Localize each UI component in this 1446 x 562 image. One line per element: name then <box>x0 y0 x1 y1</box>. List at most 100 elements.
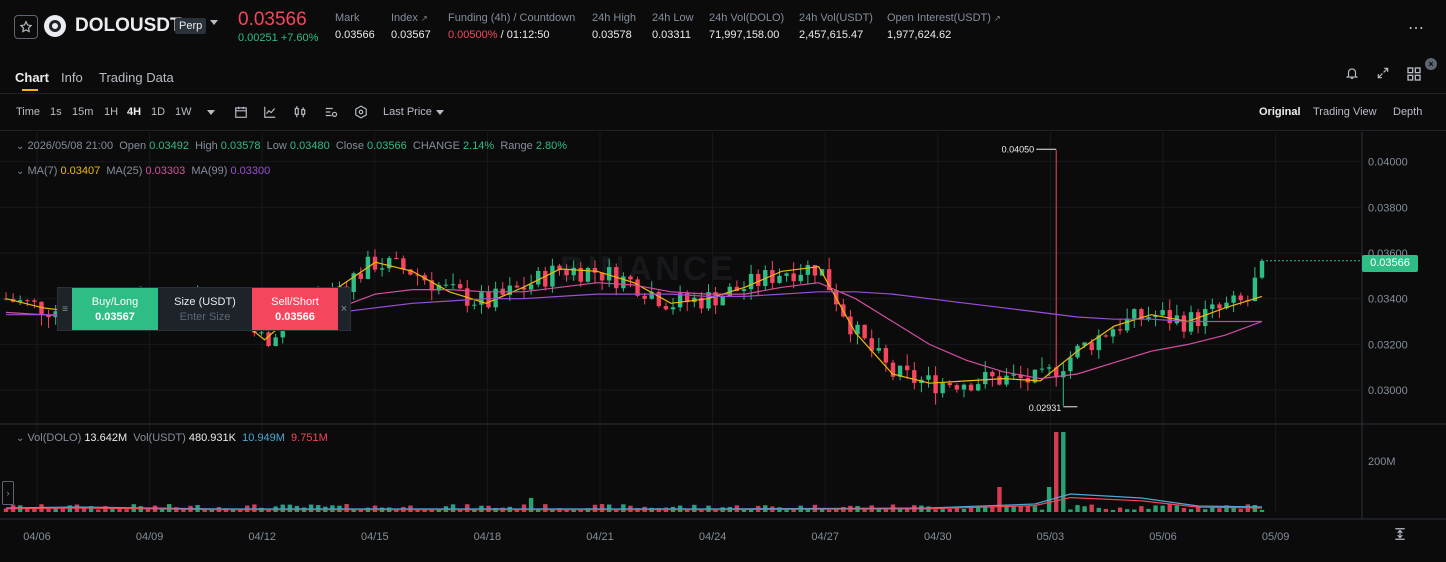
interval-15m[interactable]: 15m <box>72 106 94 118</box>
interval-dropdown-chevron-icon[interactable] <box>207 110 215 115</box>
candle-body <box>550 265 555 287</box>
close-icon[interactable]: × <box>340 303 348 315</box>
volume-bar <box>784 508 789 512</box>
ohlc-open: 0.03492 <box>149 140 189 152</box>
volume-legend: ⌄ Vol(DOLO) 13.642M Vol(USDT) 480.931K 1… <box>16 432 328 444</box>
mark-label: Mark <box>335 12 360 24</box>
auto-scale-icon[interactable] <box>1393 527 1407 546</box>
close-icon[interactable]: × <box>1425 58 1437 70</box>
interval-1w[interactable]: 1W <box>175 106 192 118</box>
candle-body <box>855 324 860 335</box>
fullscreen-icon[interactable] <box>1376 66 1390 85</box>
candle-body <box>926 375 931 380</box>
size-input[interactable]: Enter Size <box>179 310 231 323</box>
volume-bar <box>1004 505 1009 512</box>
volume-layer <box>3 432 1265 512</box>
volume-bar <box>1096 507 1101 512</box>
buy-long-label: Buy/Long <box>91 295 139 308</box>
layout-grid-icon[interactable] <box>1406 66 1422 87</box>
candle-body <box>599 272 605 281</box>
drag-handle-icon[interactable]: ≡ <box>62 303 68 315</box>
volume-bar <box>904 508 910 512</box>
candle-body <box>514 285 520 288</box>
funding-value: 0.00500% / 01:12:50 <box>448 29 550 41</box>
collapse-chevron-icon[interactable]: ⌄ <box>16 141 25 152</box>
tab-info[interactable]: Info <box>61 70 83 85</box>
more-menu-icon[interactable]: ⋯ <box>1408 20 1425 37</box>
candle-body <box>656 291 662 307</box>
tab-chart-underline <box>22 89 38 91</box>
vol-dolo-24h-label: 24h Vol(DOLO) <box>709 12 785 24</box>
candle-body <box>273 337 278 347</box>
ohlc-close: 0.03566 <box>367 140 407 152</box>
candle-body <box>578 267 583 282</box>
candlestick-chart[interactable]: BINANCE 0.040000.038000.036000.034000.03… <box>0 131 1446 562</box>
view-trading-view[interactable]: Trading View <box>1313 106 1377 118</box>
interval-1d[interactable]: 1D <box>151 106 166 118</box>
tab-chart[interactable]: Chart <box>15 70 49 85</box>
candle-body <box>507 285 513 295</box>
alert-bell-icon[interactable] <box>1345 66 1359 85</box>
star-icon <box>19 20 33 33</box>
scroll-left-handle[interactable]: › <box>2 481 14 505</box>
volume-axis-label: 200M <box>1368 456 1396 468</box>
high-24h-label: 24h High <box>592 12 637 24</box>
volume-bar <box>96 509 101 512</box>
candle-body <box>904 365 910 371</box>
drawing-tools-icon[interactable] <box>324 105 338 124</box>
chart-type-icon[interactable] <box>234 105 248 124</box>
size-input-group[interactable]: Size (USDT) Enter Size <box>158 288 252 330</box>
volume-bar <box>1181 507 1187 512</box>
index-label[interactable]: Index ↗ <box>391 12 428 24</box>
volume-bar <box>422 509 427 512</box>
volume-bar <box>103 506 108 512</box>
collapse-chevron-icon[interactable]: ⌄ <box>16 433 25 444</box>
candle-body <box>429 280 434 291</box>
tab-trading-data[interactable]: Trading Data <box>99 70 174 85</box>
candle-body <box>1039 368 1045 370</box>
candle-body <box>1195 312 1201 327</box>
candle-body <box>436 285 442 291</box>
x-tick-label: 04/18 <box>474 531 502 543</box>
candle-body <box>1011 374 1016 376</box>
interval-1s[interactable]: 1s <box>50 106 62 118</box>
price-type-selector[interactable]: Last Price <box>383 106 444 118</box>
candle-body <box>1096 335 1101 351</box>
candle-body <box>940 383 945 394</box>
candle-body <box>1167 310 1172 324</box>
indicator-icon[interactable] <box>263 105 277 124</box>
sell-short-button[interactable]: Sell/Short 0.03566 <box>252 288 338 330</box>
collapse-chevron-icon[interactable]: ⌄ <box>16 166 25 177</box>
interval-4h[interactable]: 4H <box>127 106 142 118</box>
candle-style-icon[interactable] <box>293 105 307 124</box>
ohlc-low: 0.03480 <box>289 140 330 152</box>
price-axis: 0.040000.038000.036000.034000.032000.030… <box>1368 157 1408 468</box>
volume-bar <box>1061 432 1066 512</box>
interval-1h[interactable]: 1H <box>104 106 119 118</box>
ohlc-high: 0.03578 <box>220 140 261 152</box>
candle-body <box>379 268 385 270</box>
volume-bar <box>940 509 945 512</box>
volume-bar <box>181 508 186 512</box>
symbol-dropdown-chevron-icon[interactable] <box>210 20 218 25</box>
vol-usdt-24h-label: 24h Vol(USDT) <box>799 12 873 24</box>
volume-bar <box>834 509 839 512</box>
candle-body <box>642 295 647 299</box>
symbol-name[interactable]: DOLOUSDT <box>75 15 182 36</box>
candle-body <box>791 273 796 282</box>
candle-body <box>848 316 853 335</box>
volume-bar <box>308 504 314 512</box>
candle-body <box>670 307 676 310</box>
favorite-star-button[interactable] <box>14 15 38 39</box>
view-original[interactable]: Original <box>1259 106 1301 118</box>
volume-bar <box>457 508 463 512</box>
buy-long-button[interactable]: Buy/Long 0.03567 <box>72 288 158 330</box>
candle-body <box>805 265 811 275</box>
volume-bar <box>1103 508 1109 512</box>
candle-body <box>755 273 761 287</box>
settings-gear-icon[interactable] <box>354 105 368 124</box>
open-interest-label[interactable]: Open Interest(USDT) ↗ <box>887 12 1001 24</box>
volume-bar <box>88 506 94 512</box>
view-depth[interactable]: Depth <box>1393 106 1423 118</box>
x-tick-label: 05/09 <box>1262 531 1290 543</box>
